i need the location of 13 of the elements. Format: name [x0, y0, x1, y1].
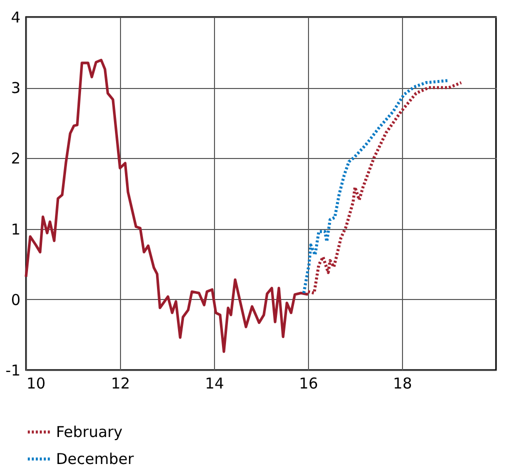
y-tick-label: 0	[10, 290, 20, 309]
x-tick-label: 16	[298, 374, 318, 392]
y-tick-label: 4	[10, 8, 20, 26]
x-tick-label: 10	[26, 374, 46, 392]
x-tick-label: 12	[110, 374, 130, 392]
y-tick-label: 2	[10, 150, 20, 168]
y-tick-label: 1	[10, 220, 20, 238]
y-tick-label: -1	[6, 362, 20, 380]
legend-label: December	[56, 450, 135, 468]
x-tick-label: 18	[392, 374, 412, 392]
legend-label: February	[56, 423, 123, 441]
x-tick-label: 14	[204, 374, 224, 392]
y-tick-label: 3	[10, 79, 20, 98]
